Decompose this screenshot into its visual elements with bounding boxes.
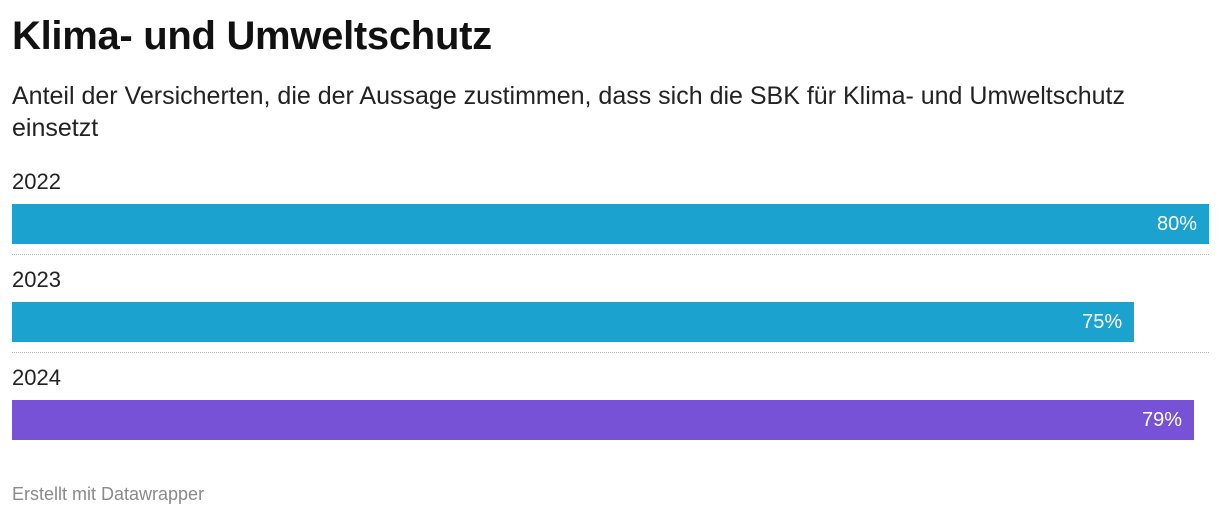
category-label-2022: 2022 (12, 169, 61, 194)
row-separator (12, 254, 1209, 255)
bar-2023: 75% (12, 302, 1135, 342)
chart-subtitle: Anteil der Versicherten, die der Aussage… (12, 82, 1126, 142)
bar-track: 75% (12, 302, 1209, 342)
data-label-2022: 80% (1156, 213, 1197, 235)
bar-row: 2022 80% (12, 160, 1209, 258)
category-label-2023: 2023 (12, 267, 61, 292)
bar-2024: 79% (12, 400, 1195, 440)
bar-track: 79% (12, 400, 1209, 440)
bar-row: 2023 75% (12, 258, 1209, 356)
row-separator (12, 352, 1209, 353)
data-label-2023: 75% (1082, 311, 1123, 333)
data-label-2024: 79% (1142, 409, 1183, 431)
credit-footer: Erstellt mit Datawrapper (12, 484, 205, 504)
bar-track: 80% (12, 204, 1209, 244)
bar-row: 2024 79% (12, 356, 1209, 454)
chart-title: Klima- und Umweltschutz (12, 14, 492, 58)
bar-chart: 2022 80% 2023 75% 2024 79% (12, 160, 1209, 454)
bar-2022: 80% (12, 204, 1209, 244)
category-label-2024: 2024 (12, 365, 61, 390)
